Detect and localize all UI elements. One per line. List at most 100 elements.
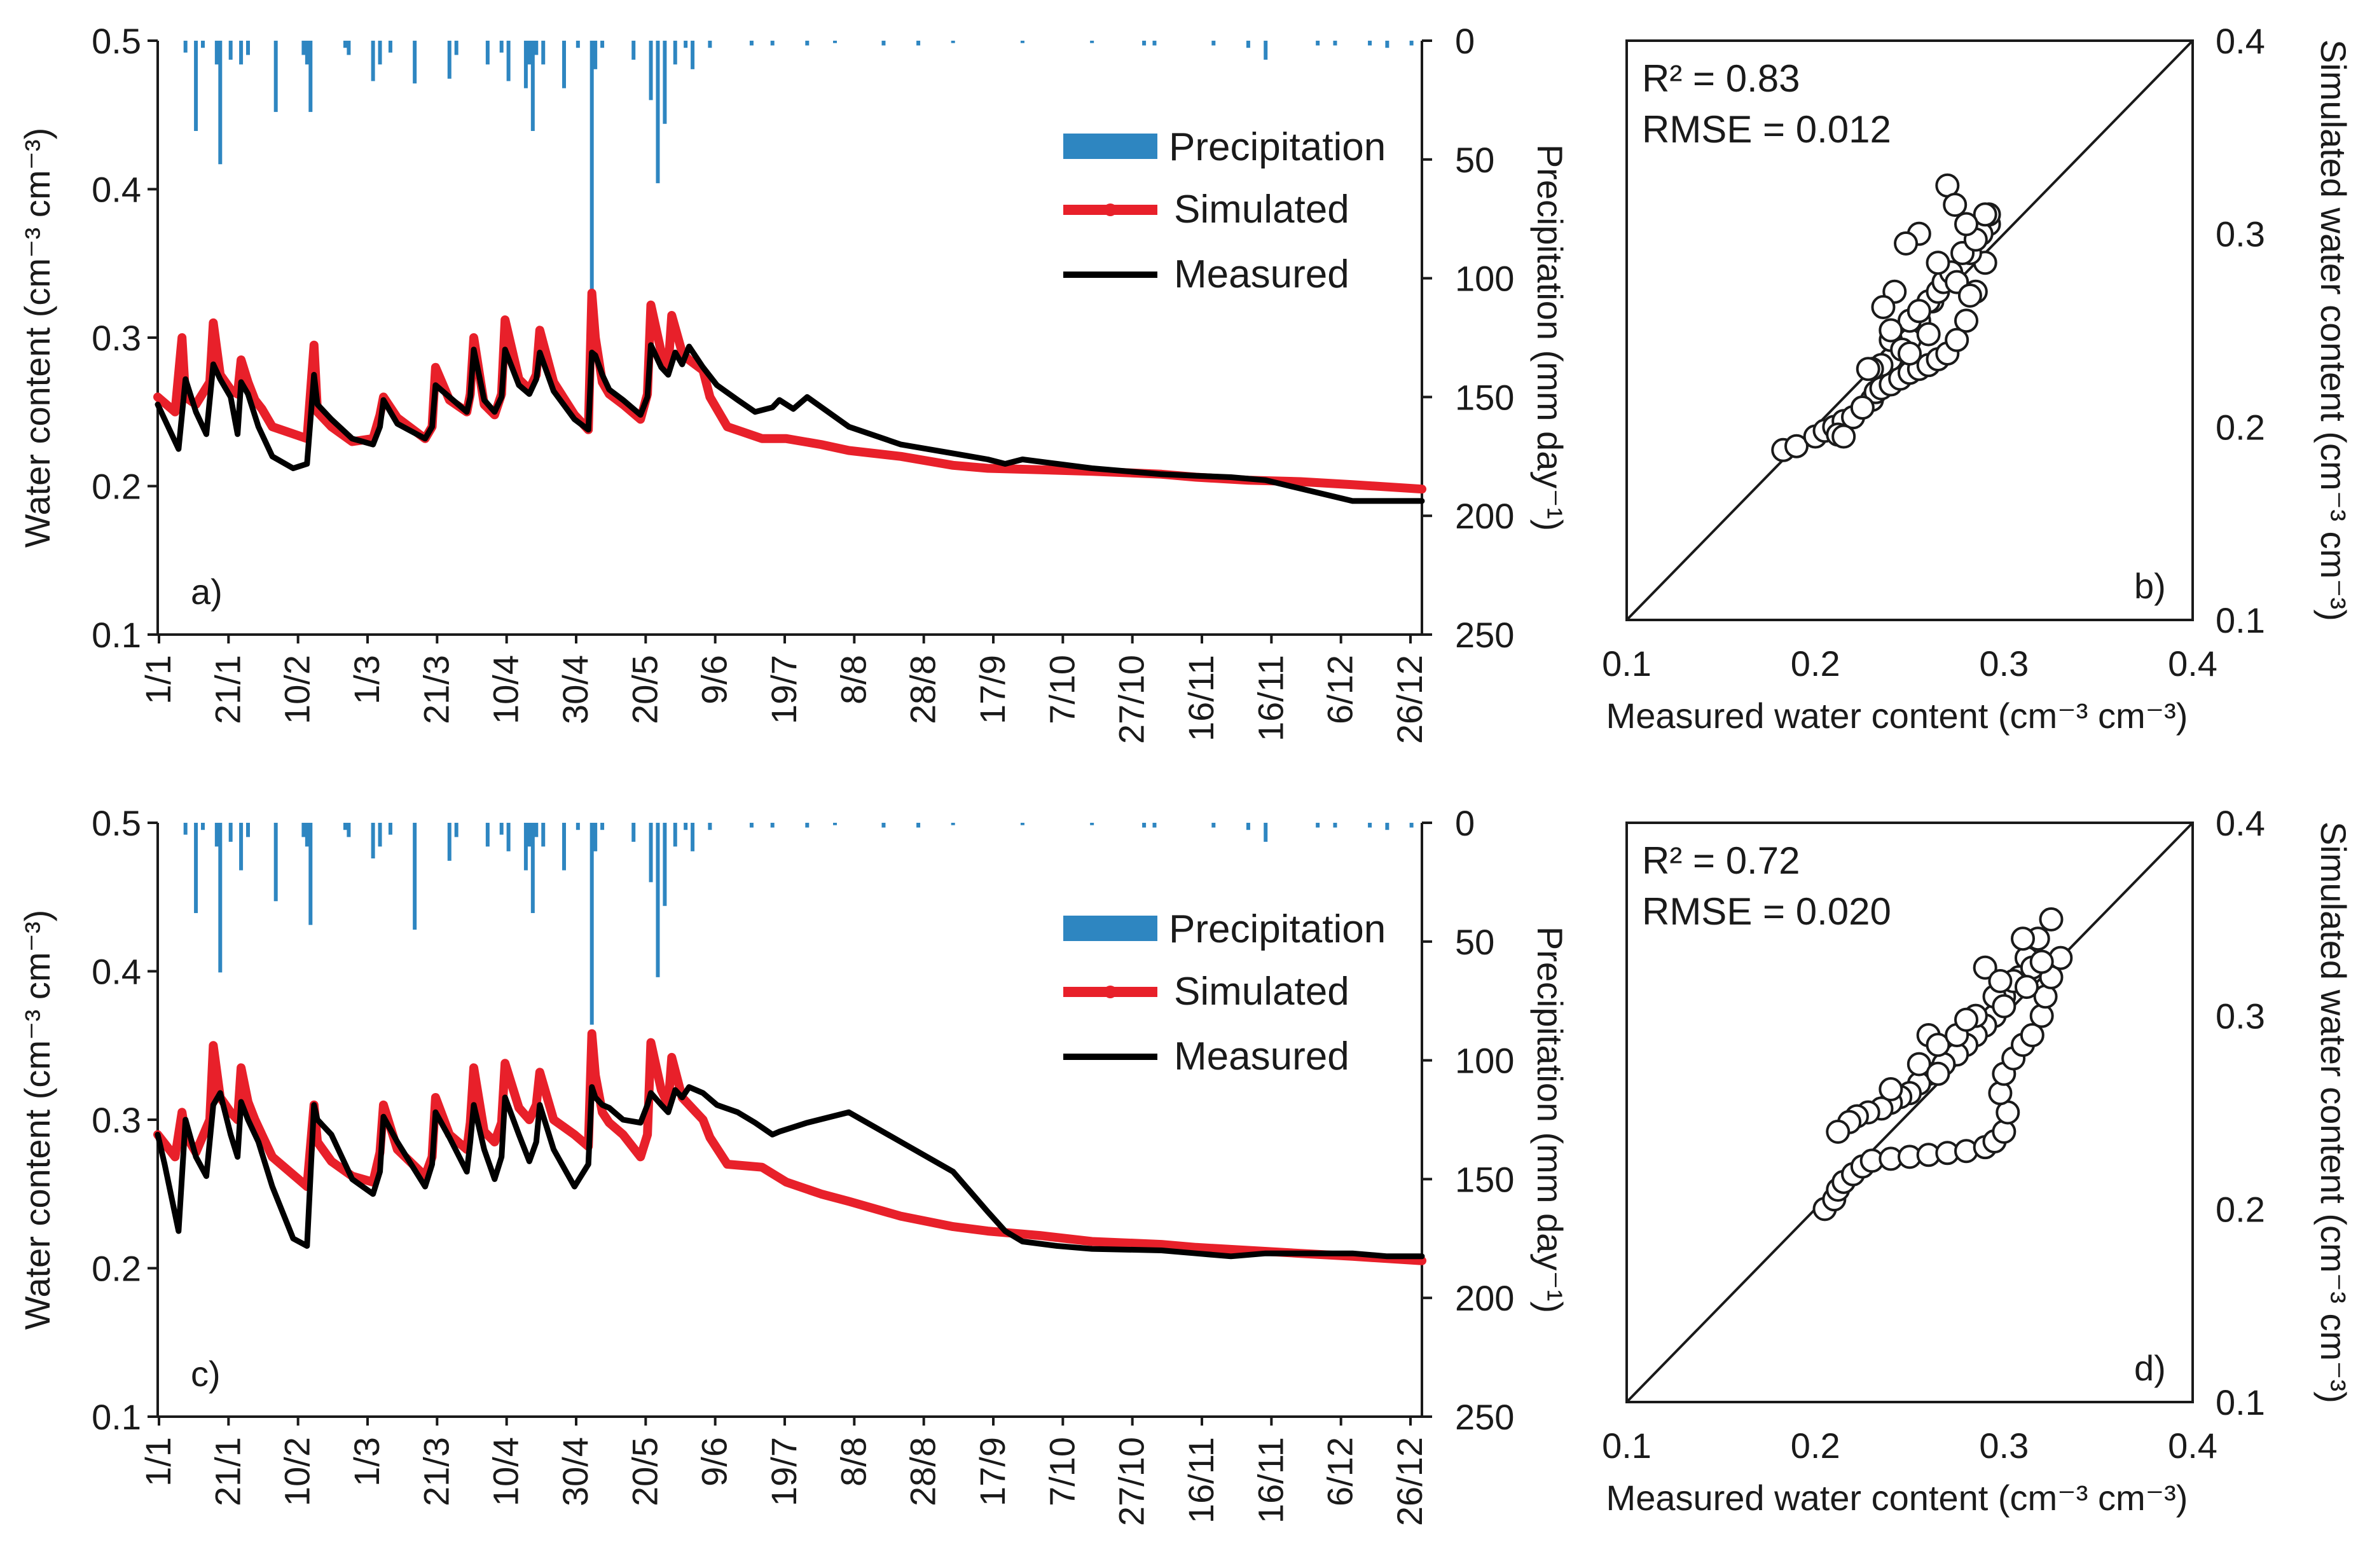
- x-tick-label: 10/4: [486, 655, 526, 724]
- panel-label: b): [2134, 566, 2166, 606]
- scatter-panel-b: 0.1 0.2 0.3 0.4 0.4 0.3 0.2 0.1 Measured water c…: [1602, 21, 2354, 736]
- precipitation-bar: [1333, 41, 1337, 46]
- precipitation-bar: [691, 823, 695, 851]
- timeseries-panel-c: 0.5 0.4 0.3 0.2 0.1 0 50 100 150 200 250 1/1 21/1 10/…: [17, 803, 1570, 1526]
- precipitation-bar: [214, 41, 219, 65]
- rmse-label: RMSE = 0.012: [1642, 108, 1891, 151]
- scatter-point: [2011, 926, 2035, 951]
- precipitation-bar: [562, 823, 566, 870]
- x-tick-label: 21/3: [416, 655, 456, 724]
- precipitation-bar: [308, 823, 313, 925]
- precipitation-bar: [656, 823, 660, 977]
- y2-tick-label: 250: [1455, 615, 1514, 655]
- precipitation-bar: [1090, 823, 1094, 825]
- precipitation-bar: [194, 41, 198, 131]
- x-tick-label: 16/11: [1250, 1437, 1290, 1523]
- precipitation-bar: [305, 41, 309, 65]
- precipitation-bar: [805, 823, 810, 828]
- precipitation-bar: [833, 823, 837, 825]
- y2-tick-label: 150: [1455, 1159, 1514, 1199]
- scatter-point: [1957, 283, 1982, 308]
- x-tick-label: 16/11: [1181, 655, 1221, 741]
- precipitation-bar: [447, 823, 452, 861]
- y-tick-label: 0.3: [92, 1100, 141, 1140]
- precipitation-bar: [1316, 41, 1320, 46]
- panel-label: a): [191, 572, 223, 612]
- x-tick-label: 28/8: [903, 655, 943, 724]
- scatter-y-tick-label: 0.3: [2216, 996, 2265, 1036]
- scatter-point: [1906, 1052, 1931, 1076]
- precipitation-bar: [201, 823, 205, 830]
- precipitation-bar: [881, 41, 886, 46]
- precipitation-bar: [708, 41, 712, 48]
- precipitation-bar: [593, 41, 598, 69]
- precipitation-bar: [228, 823, 233, 842]
- scatter-point: [1906, 299, 1931, 324]
- y2-axis-title: Precipitation (mm day⁻¹): [1530, 926, 1570, 1313]
- series-line-measured: [155, 1084, 1425, 1260]
- x-tick-label: 10/2: [277, 1437, 317, 1506]
- precipitation-bar: [523, 823, 528, 870]
- y2-tick-label: 0: [1455, 21, 1475, 61]
- x-tick-label: 10/2: [277, 655, 317, 724]
- scatter-point: [1954, 212, 1978, 237]
- precipitation-bar: [1246, 823, 1250, 830]
- scatter-point: [1943, 193, 1968, 217]
- precipitation-bar: [371, 41, 375, 81]
- scatter-point: [1973, 202, 1997, 227]
- precipitation-bar: [273, 41, 278, 113]
- precipitation-bar: [301, 823, 306, 837]
- precipitation-bar: [770, 41, 775, 46]
- x-tick-label: 1/1: [138, 1437, 178, 1487]
- x-tick-label: 16/11: [1181, 1437, 1221, 1523]
- precipitation-bar: [663, 41, 667, 124]
- scatter-y-tick-label: 0.2: [2216, 1189, 2265, 1229]
- precipitation-bar: [485, 41, 490, 65]
- r-squared-label: R² = 0.83: [1642, 57, 1800, 100]
- scatter-point: [1926, 1033, 1950, 1057]
- rmse-label: RMSE = 0.020: [1642, 890, 1891, 933]
- scatter-point: [1871, 295, 1896, 320]
- scatter-x-tick-label: 0.4: [2168, 643, 2217, 684]
- one-to-one-line: [1625, 822, 2194, 1403]
- precipitation-bar: [1264, 41, 1268, 60]
- scatter-x-axis-title: Measured water content (cm⁻³ cm⁻³): [1606, 1478, 2188, 1518]
- scatter-point: [1898, 341, 1922, 366]
- x-tick-label: 1/3: [347, 1437, 387, 1487]
- scatter-frame: [1625, 39, 2194, 621]
- legend-swatch-precipitation: [1063, 134, 1157, 159]
- y-axis-title: Water content (cm⁻³ cm⁻³): [17, 910, 57, 1330]
- precipitation-bar: [228, 41, 233, 60]
- precipitation-bar: [770, 823, 775, 828]
- precipitation-bar: [214, 823, 219, 847]
- precipitation-bar: [1246, 41, 1250, 48]
- scatter-point: [1916, 322, 1941, 347]
- x-tick-label: 19/7: [764, 655, 804, 724]
- precipitation-bar: [239, 41, 244, 65]
- precipitation-bar: [218, 41, 223, 165]
- precipitation-bar: [1333, 823, 1337, 828]
- scatter-y-axis-title: Simulated water content (cm⁻³ cm⁻³): [2313, 822, 2354, 1403]
- y2-tick-label: 0: [1455, 803, 1475, 843]
- x-tick-label: 8/8: [833, 655, 873, 705]
- x-tick-label: 20/5: [624, 1437, 665, 1506]
- legend-label-simulated: Simulated: [1174, 188, 1349, 231]
- scatter-point: [1926, 1061, 1950, 1086]
- precipitation-bar: [454, 41, 459, 55]
- scatter-point: [1973, 955, 1997, 980]
- precipitation-bar: [388, 41, 392, 53]
- precipitation-bar: [833, 41, 837, 43]
- scatter-x-tick-label: 0.4: [2168, 1426, 2217, 1466]
- x-tick-label: 27/10: [1112, 655, 1152, 744]
- legend: Precipitation Simulated Measured: [1063, 125, 1386, 296]
- x-tick-label: 1/1: [138, 655, 178, 705]
- precipitation-bar: [1142, 823, 1147, 828]
- legend-marker-simulated: [1104, 203, 1117, 216]
- precipitation-bar: [951, 41, 955, 43]
- precipitation-bar: [218, 823, 223, 973]
- precipitation-bar: [239, 823, 244, 870]
- precipitation-bar: [530, 823, 535, 913]
- scatter-y-tick-label: 0.1: [2216, 600, 2265, 640]
- y-tick-label: 0.3: [92, 318, 141, 358]
